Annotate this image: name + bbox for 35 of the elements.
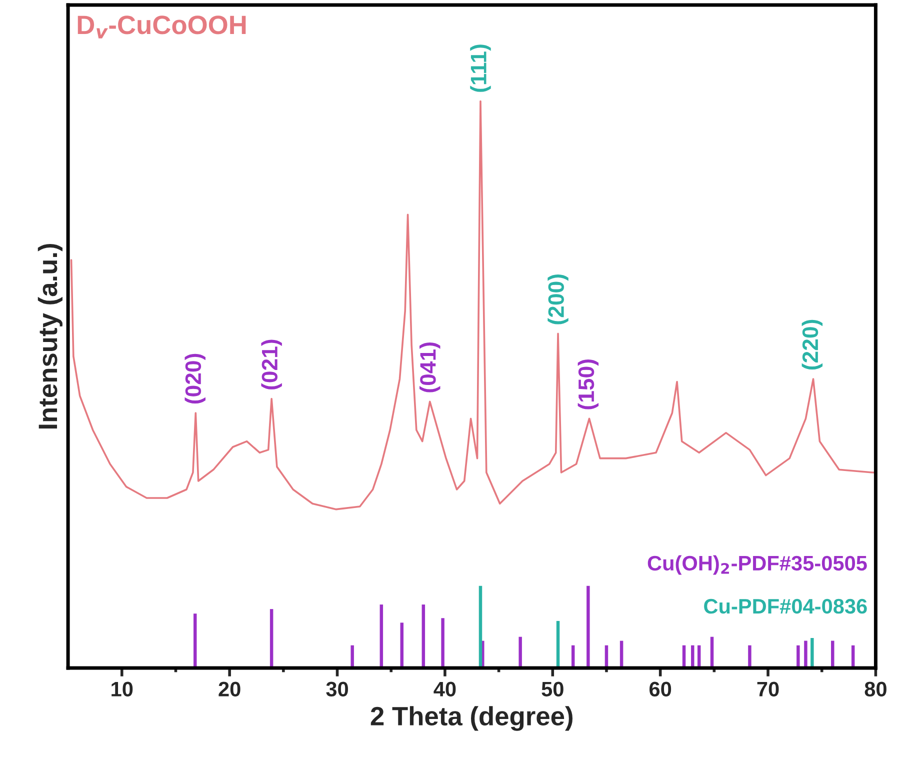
annotation: (220) [802, 320, 823, 370]
bar [556, 620, 560, 668]
annotation: (150) [578, 360, 599, 410]
x-tick-label: 70 [757, 682, 779, 696]
x-axis-title: 2 Theta (degree) [370, 706, 572, 731]
x-tick-label: 30 [326, 682, 348, 697]
annotation: (111) [470, 44, 491, 92]
annotation: (200) [548, 274, 568, 324]
bar [422, 604, 426, 668]
bar [748, 645, 752, 668]
bar [796, 645, 800, 668]
bar [441, 618, 444, 668]
bar [270, 609, 274, 668]
bar [350, 645, 354, 668]
bar [518, 636, 522, 668]
bar [478, 586, 482, 668]
x-tick-label: 20 [218, 682, 240, 696]
bar [586, 586, 590, 668]
x-tick-label: 10 [112, 682, 133, 696]
text: Cu(OH)$_{2}$-PDF#35-0505 [648, 555, 867, 575]
bar [380, 604, 384, 668]
text: D$_{v}$-CuCoOOH [78, 16, 246, 38]
annotation: (021) [261, 340, 282, 390]
series-label: Cu-PDF#04-0836 [704, 598, 867, 614]
x-tick-label: 60 [650, 682, 672, 696]
x-tick-label: 80 [864, 682, 886, 696]
bar [804, 640, 808, 668]
bar [810, 638, 814, 668]
x-tick-label: 50 [542, 682, 564, 696]
x-tick-label: 40 [434, 682, 456, 696]
annotation: (041) [420, 342, 440, 392]
bar [193, 614, 197, 668]
y-axis-title: Intensuty (a.u.) [38, 244, 62, 429]
bar [400, 622, 404, 668]
annotation: (020) [184, 354, 206, 404]
